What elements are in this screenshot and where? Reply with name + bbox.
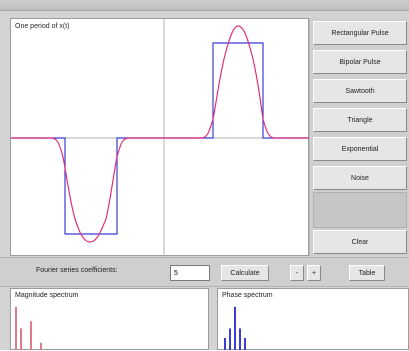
magnitude-spectrum-title: Magnitude spectrum [15, 292, 79, 299]
time-domain-plot[interactable]: One period of x(t) [10, 18, 310, 257]
noise-button[interactable]: Noise [313, 166, 407, 190]
clear-button[interactable]: Clear [313, 230, 407, 254]
phase-spectrum-title: Phase spectrum [222, 292, 273, 299]
window-top-strip [0, 0, 409, 11]
bipolar-pulse-button[interactable]: Bipolar Pulse [313, 50, 407, 74]
blank-panel [313, 192, 407, 228]
decrement-button[interactable]: - [290, 265, 304, 281]
exponential-button[interactable]: Exponential [313, 137, 407, 161]
rectangular-pulse-button[interactable]: Rectangular Pulse [313, 21, 407, 45]
phase-spectrum-bar [229, 328, 231, 350]
triangle-button[interactable]: Triangle [313, 108, 407, 132]
plot-title: One period of x(t) [15, 23, 70, 30]
phase-spectrum-bar [244, 338, 246, 350]
sawtooth-button[interactable]: Sawtooth [313, 79, 407, 103]
time-domain-plot-svg [11, 19, 310, 257]
phase-spectrum-bar [224, 338, 226, 350]
phase-spectrum-bar [234, 306, 236, 350]
coefficients-label: Fourier series coefficients: [36, 267, 118, 274]
magnitude-spectrum-bar [30, 321, 32, 350]
magnitude-spectrum-panel: Magnitude spectrum [10, 288, 209, 350]
waveform-button-panel: Rectangular Pulse Bipolar Pulse Sawtooth… [309, 18, 409, 256]
magnitude-spectrum-bar [20, 328, 22, 350]
magnitude-spectrum-bar [40, 342, 42, 350]
phase-spectrum-bar [239, 328, 241, 350]
control-bar: Fourier series coefficients: Calculate -… [0, 257, 409, 287]
calculate-button[interactable]: Calculate [221, 265, 269, 281]
increment-button[interactable]: + [307, 265, 321, 281]
phase-spectrum-panel: Phase spectrum [217, 288, 409, 350]
magnitude-spectrum-svg [15, 306, 42, 350]
magnitude-spectrum-bar [15, 306, 17, 350]
table-button[interactable]: Table [349, 265, 385, 281]
phase-spectrum-svg [224, 306, 246, 350]
coefficients-input[interactable] [170, 265, 210, 281]
fourier-approximation-curve [11, 25, 310, 243]
